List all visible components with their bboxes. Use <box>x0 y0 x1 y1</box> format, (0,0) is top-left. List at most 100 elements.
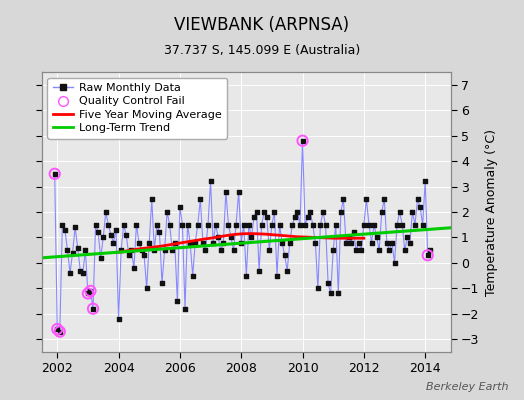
Point <box>413 196 422 202</box>
Point <box>234 188 243 195</box>
Point <box>91 222 100 228</box>
Point <box>56 328 64 335</box>
Point <box>104 222 113 228</box>
Point <box>257 222 266 228</box>
Point <box>314 285 322 292</box>
Point <box>426 247 434 253</box>
Point <box>219 239 227 246</box>
Point <box>301 222 309 228</box>
Point <box>283 267 291 274</box>
Point <box>342 239 350 246</box>
Point <box>127 247 136 253</box>
Point <box>212 222 220 228</box>
Point <box>362 196 370 202</box>
Point <box>137 247 146 253</box>
Point <box>152 222 161 228</box>
Point <box>53 326 61 332</box>
Point <box>293 209 302 215</box>
Point <box>89 306 97 312</box>
Point <box>421 178 429 185</box>
Point <box>408 209 417 215</box>
Point <box>199 239 207 246</box>
Point <box>359 222 368 228</box>
Point <box>86 288 95 294</box>
Point <box>69 250 77 256</box>
Point <box>390 260 399 266</box>
Point <box>319 209 327 215</box>
Point <box>380 196 388 202</box>
Point <box>96 255 105 261</box>
Point <box>76 267 84 274</box>
Point <box>326 290 335 297</box>
Point <box>280 252 289 258</box>
Point <box>416 204 424 210</box>
Point <box>255 267 263 274</box>
Point <box>168 247 177 253</box>
Point <box>53 326 61 332</box>
Point <box>63 247 72 253</box>
Point <box>347 239 355 246</box>
Point <box>247 234 256 241</box>
Point <box>355 239 363 246</box>
Point <box>263 214 271 220</box>
Point <box>222 188 230 195</box>
Point <box>406 239 414 246</box>
Point <box>81 247 90 253</box>
Point <box>173 298 181 304</box>
Point <box>288 222 297 228</box>
Point <box>250 214 258 220</box>
Point <box>143 285 151 292</box>
Point <box>148 196 156 202</box>
Point <box>273 272 281 279</box>
Point <box>209 239 217 246</box>
Point <box>400 247 409 253</box>
Point <box>84 290 92 297</box>
Point <box>324 280 332 286</box>
Point <box>286 239 294 246</box>
Point <box>265 247 274 253</box>
Point <box>86 288 95 294</box>
Text: Berkeley Earth: Berkeley Earth <box>426 382 508 392</box>
Point <box>114 316 123 322</box>
Point <box>370 222 378 228</box>
Point <box>296 222 304 228</box>
Point <box>245 222 253 228</box>
Point <box>50 171 59 177</box>
Point <box>204 222 212 228</box>
Point <box>403 234 411 241</box>
Point <box>214 234 222 241</box>
Point <box>61 227 69 233</box>
Point <box>206 178 215 185</box>
Point <box>291 214 299 220</box>
Text: 37.737 S, 145.099 E (Australia): 37.737 S, 145.099 E (Australia) <box>164 44 360 57</box>
Point <box>344 234 353 241</box>
Point <box>125 252 133 258</box>
Point <box>329 247 337 253</box>
Point <box>373 234 381 241</box>
Point <box>365 222 373 228</box>
Point <box>303 214 312 220</box>
Point <box>423 252 432 258</box>
Point <box>260 209 268 215</box>
Point <box>423 252 432 258</box>
Point <box>350 229 358 236</box>
Point <box>130 265 138 271</box>
Point <box>56 328 64 335</box>
Point <box>94 229 102 236</box>
Point <box>396 209 404 215</box>
Point <box>224 222 233 228</box>
Point <box>155 229 163 236</box>
Point <box>107 232 115 238</box>
Point <box>337 209 345 215</box>
Point <box>79 270 87 276</box>
Point <box>117 247 125 253</box>
Point <box>393 222 401 228</box>
Point <box>367 239 376 246</box>
Point <box>183 222 192 228</box>
Point <box>112 227 120 233</box>
Point <box>196 196 204 202</box>
Point <box>99 234 107 241</box>
Point <box>398 222 407 228</box>
Point <box>73 244 82 251</box>
Point <box>71 224 79 230</box>
